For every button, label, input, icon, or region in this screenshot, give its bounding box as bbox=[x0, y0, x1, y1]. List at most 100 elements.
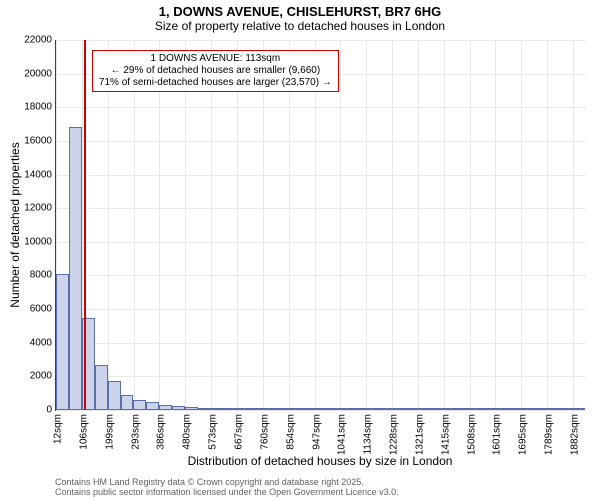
y-tick-label: 0 bbox=[10, 405, 52, 416]
histogram-bar bbox=[392, 408, 405, 410]
chart-container: 1, DOWNS AVENUE, CHISLEHURST, BR7 6HG Si… bbox=[0, 0, 600, 500]
histogram-bar bbox=[443, 408, 456, 410]
chart-subtitle: Size of property relative to detached ho… bbox=[0, 19, 600, 33]
histogram-bar bbox=[172, 406, 185, 410]
histogram-bar bbox=[121, 395, 134, 410]
x-tick-label: 854sqm bbox=[285, 414, 296, 450]
histogram-bar bbox=[327, 408, 340, 410]
histogram-bar bbox=[521, 408, 534, 410]
gridline-v bbox=[340, 40, 341, 410]
gridline-h bbox=[56, 175, 586, 176]
histogram-bar bbox=[146, 402, 159, 410]
histogram-bar bbox=[418, 408, 431, 410]
gridline-v bbox=[392, 40, 393, 410]
histogram-bar bbox=[353, 408, 366, 410]
anno-line1: 1 DOWNS AVENUE: 113sqm bbox=[99, 53, 332, 65]
histogram-bar bbox=[237, 408, 250, 410]
x-tick-label: 1882sqm bbox=[570, 414, 581, 455]
histogram-bar bbox=[508, 408, 521, 410]
gridline-h bbox=[56, 208, 586, 209]
y-tick-label: 8000 bbox=[10, 270, 52, 281]
gridline-v bbox=[470, 40, 471, 410]
histogram-bar bbox=[250, 408, 263, 410]
x-tick-label: 480sqm bbox=[182, 414, 193, 450]
x-tick-label: 1134sqm bbox=[363, 414, 374, 454]
x-tick-label: 1321sqm bbox=[414, 414, 425, 455]
gridline-v bbox=[418, 40, 419, 410]
gridline-v bbox=[289, 40, 290, 410]
gridline-v bbox=[495, 40, 496, 410]
histogram-bar bbox=[534, 408, 547, 410]
gridline-h bbox=[56, 410, 586, 411]
x-tick-label: 667sqm bbox=[234, 414, 245, 450]
y-tick-label: 2000 bbox=[10, 371, 52, 382]
histogram-bar bbox=[430, 408, 443, 410]
gridline-h bbox=[56, 242, 586, 243]
x-axis-label: Distribution of detached houses by size … bbox=[55, 454, 585, 468]
histogram-bar bbox=[211, 408, 224, 410]
histogram-bar bbox=[198, 408, 211, 410]
chart-title: 1, DOWNS AVENUE, CHISLEHURST, BR7 6HG bbox=[0, 4, 600, 19]
gridline-v bbox=[159, 40, 160, 410]
gridline-v bbox=[547, 40, 548, 410]
x-tick-label: 760sqm bbox=[259, 414, 270, 450]
footer-line2: Contains public sector information licen… bbox=[55, 488, 399, 498]
histogram-bar bbox=[95, 365, 108, 410]
histogram-bar bbox=[340, 408, 353, 410]
histogram-bar bbox=[56, 274, 69, 410]
plot-area: 1 DOWNS AVENUE: 113sqm← 29% of detached … bbox=[55, 40, 586, 411]
x-tick-label: 1695sqm bbox=[518, 414, 529, 455]
gridline-v bbox=[185, 40, 186, 410]
y-tick-label: 10000 bbox=[10, 236, 52, 247]
histogram-bar bbox=[69, 127, 82, 410]
x-tick-label: 1228sqm bbox=[389, 414, 400, 455]
y-tick-label: 14000 bbox=[10, 169, 52, 180]
histogram-bar bbox=[301, 408, 314, 410]
histogram-bar bbox=[572, 408, 585, 410]
histogram-bar bbox=[456, 408, 469, 410]
histogram-bar bbox=[379, 408, 392, 410]
histogram-bar bbox=[469, 408, 482, 410]
gridline-v bbox=[573, 40, 574, 410]
histogram-bar bbox=[366, 408, 379, 410]
gridline-v bbox=[521, 40, 522, 410]
gridline-v bbox=[263, 40, 264, 410]
gridline-v bbox=[237, 40, 238, 410]
x-tick-label: 1041sqm bbox=[337, 414, 348, 455]
x-tick-label: 1601sqm bbox=[492, 414, 503, 455]
footer-attribution: Contains HM Land Registry data © Crown c… bbox=[55, 478, 399, 498]
histogram-bar bbox=[185, 407, 198, 410]
gridline-v bbox=[108, 40, 109, 410]
gridline-h bbox=[56, 309, 586, 310]
histogram-bar bbox=[405, 408, 418, 410]
histogram-bar bbox=[159, 405, 172, 410]
x-tick-label: 386sqm bbox=[156, 414, 167, 450]
x-tick-label: 1789sqm bbox=[544, 414, 555, 455]
y-tick-label: 12000 bbox=[10, 203, 52, 214]
property-marker-line bbox=[84, 40, 86, 410]
y-tick-label: 22000 bbox=[10, 35, 52, 46]
x-tick-label: 573sqm bbox=[208, 414, 219, 450]
histogram-bar bbox=[560, 408, 573, 410]
histogram-bar bbox=[495, 408, 508, 410]
histogram-bar bbox=[108, 381, 121, 410]
histogram-bar bbox=[275, 408, 288, 410]
gridline-h bbox=[56, 343, 586, 344]
gridline-v bbox=[366, 40, 367, 410]
x-tick-label: 106sqm bbox=[78, 414, 89, 450]
y-tick-label: 6000 bbox=[10, 304, 52, 315]
gridline-v bbox=[211, 40, 212, 410]
y-tick-label: 20000 bbox=[10, 68, 52, 79]
x-tick-label: 947sqm bbox=[311, 414, 322, 450]
histogram-bar bbox=[224, 408, 237, 410]
y-tick-label: 16000 bbox=[10, 135, 52, 146]
gridline-h bbox=[56, 107, 586, 108]
gridline-v bbox=[134, 40, 135, 410]
x-tick-label: 12sqm bbox=[53, 414, 64, 444]
x-tick-label: 1508sqm bbox=[466, 414, 477, 455]
gridline-h bbox=[56, 275, 586, 276]
gridline-h bbox=[56, 376, 586, 377]
gridline-h bbox=[56, 40, 586, 41]
anno-line2: ← 29% of detached houses are smaller (9,… bbox=[99, 65, 332, 77]
y-tick-label: 18000 bbox=[10, 102, 52, 113]
